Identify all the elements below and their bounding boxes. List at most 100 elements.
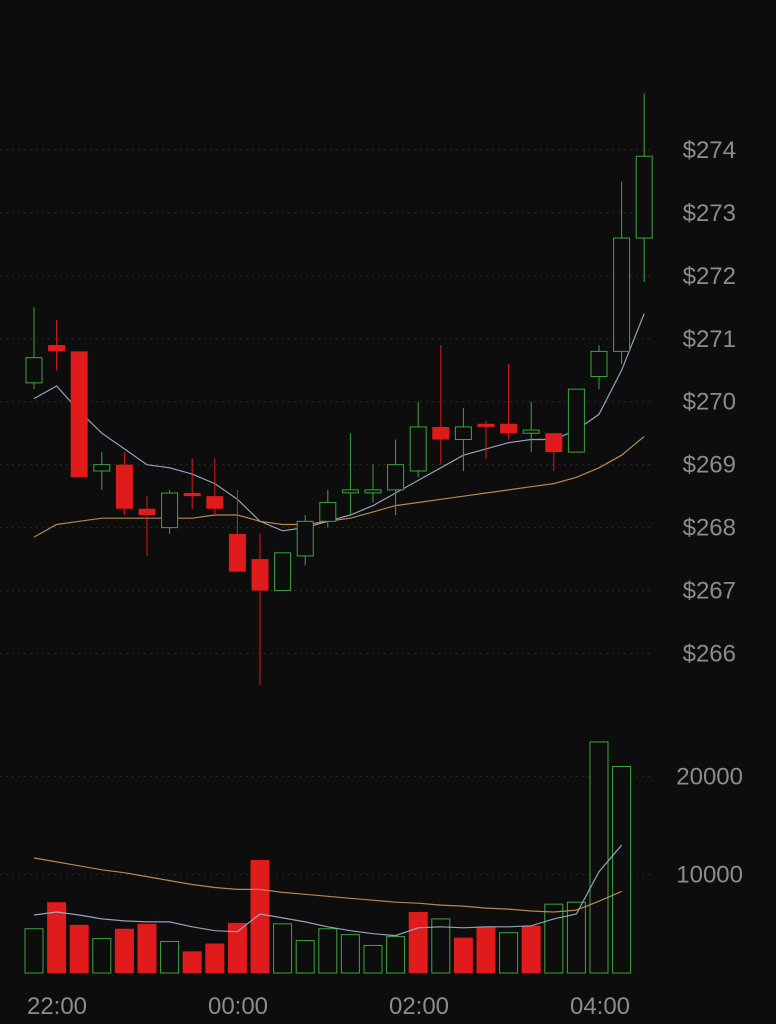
candle-body xyxy=(522,429,540,434)
candle-body xyxy=(409,426,427,472)
candle-up xyxy=(341,433,359,516)
time-tick-label: 02:00 xyxy=(389,993,449,1020)
candle-up xyxy=(319,489,337,528)
candle-down xyxy=(48,319,66,371)
price-tick-label: $271 xyxy=(683,326,736,353)
candle-body xyxy=(296,520,314,557)
candle-body xyxy=(387,464,405,491)
candle-body xyxy=(161,492,179,529)
candle-up xyxy=(296,515,314,566)
price-tick-label: $274 xyxy=(683,137,736,164)
time-tick-label: 00:00 xyxy=(208,993,268,1020)
candle-down xyxy=(206,458,224,516)
volume-bar-up xyxy=(499,932,519,974)
price-ma-fast-line xyxy=(33,313,645,532)
candle-body xyxy=(228,533,246,572)
candle-body xyxy=(115,464,133,509)
volume-bar-down xyxy=(205,943,225,973)
volume-bar-up xyxy=(363,944,383,974)
time-tick-label: 22:00 xyxy=(27,993,87,1020)
volume-bar-down xyxy=(114,928,134,973)
price-tick-label: $268 xyxy=(683,515,736,542)
candle-up xyxy=(409,401,427,478)
candle-body xyxy=(206,496,224,509)
price-tick-label: $270 xyxy=(683,389,736,416)
volume-bar-up xyxy=(92,938,112,974)
candle-body xyxy=(635,155,653,239)
candle-body xyxy=(454,426,472,441)
volume-bar-up xyxy=(612,766,632,974)
candle-down xyxy=(251,533,269,685)
volume-bar-down xyxy=(250,859,270,973)
candle-down xyxy=(228,489,246,572)
candle-body xyxy=(545,433,563,453)
candle-up xyxy=(522,401,540,453)
candle-down xyxy=(138,496,156,556)
volume-bar-up xyxy=(589,741,609,974)
candle-body xyxy=(319,501,337,522)
volume-gridlines xyxy=(0,775,650,876)
volume-bar-up xyxy=(566,901,586,974)
candle-body xyxy=(567,388,585,453)
candle-body xyxy=(432,426,450,440)
candle-body xyxy=(70,351,88,478)
candle-body xyxy=(613,237,631,352)
price-tick-label: $272 xyxy=(683,263,736,290)
candle-up xyxy=(454,408,472,471)
volume-bar-up xyxy=(544,903,564,974)
candle-down xyxy=(183,458,201,509)
candle-down xyxy=(70,351,88,478)
candle-up xyxy=(635,93,653,283)
price-axis-labels: $274 $273 $272 $271 $270 $269 $268 $267 $266 xyxy=(683,137,736,668)
candle-up xyxy=(274,552,292,592)
volume-bar-down xyxy=(521,925,541,973)
price-tick-label: $273 xyxy=(683,200,736,227)
price-tick-label: $266 xyxy=(683,641,736,668)
candle-down xyxy=(432,345,450,465)
volume-bar-down xyxy=(69,924,89,973)
volume-tick-label: 20000 xyxy=(676,763,743,790)
time-tick-label: 04:00 xyxy=(570,993,630,1020)
candle-body xyxy=(48,345,66,352)
volume-bar-up xyxy=(318,928,338,974)
volume-bar-down xyxy=(227,922,247,973)
volume-bar-down xyxy=(453,937,473,973)
candle-body xyxy=(251,559,269,591)
volume-bar-down xyxy=(476,926,496,973)
candle-body xyxy=(500,423,518,434)
price-candles xyxy=(25,93,653,685)
candle-body xyxy=(138,508,156,516)
volume-bar-up xyxy=(160,941,180,974)
volume-bar-up xyxy=(295,940,315,974)
candle-body xyxy=(364,489,382,494)
candle-body xyxy=(274,552,292,592)
volume-bar-up xyxy=(386,936,406,974)
volume-axis-labels: 20000 10000 xyxy=(676,763,743,888)
price-moving-averages xyxy=(33,313,645,538)
volume-bar-up xyxy=(340,934,360,974)
candle-up xyxy=(93,452,111,490)
candle-up xyxy=(590,345,608,390)
volume-bar-up xyxy=(273,923,293,974)
candle-body xyxy=(25,357,43,384)
price-gridlines xyxy=(0,149,650,655)
volume-tick-label: 10000 xyxy=(676,862,743,889)
candle-up xyxy=(387,439,405,516)
candle-body xyxy=(183,493,201,497)
volume-ma-fast-line xyxy=(33,844,623,937)
candle-down xyxy=(545,433,563,471)
candle-up xyxy=(364,464,382,503)
candle-up xyxy=(567,388,585,453)
candle-down xyxy=(477,420,495,459)
candle-body xyxy=(93,464,111,472)
candle-up xyxy=(161,489,179,534)
volume-bar-down xyxy=(408,912,428,973)
volume-moving-averages xyxy=(33,844,623,937)
price-tick-label: $269 xyxy=(683,452,736,479)
candle-body xyxy=(341,489,359,494)
volume-bar-down xyxy=(182,951,202,973)
volume-bar-up xyxy=(24,928,44,974)
volume-bar-up xyxy=(431,918,451,974)
price-tick-label: $267 xyxy=(683,578,736,605)
